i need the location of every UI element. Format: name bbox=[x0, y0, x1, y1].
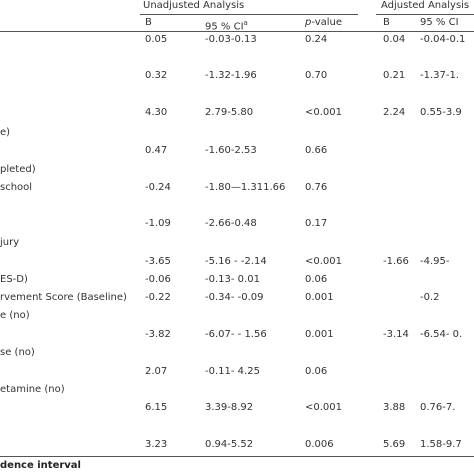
cell: <0.001 bbox=[305, 107, 343, 118]
cell: 0.47 bbox=[145, 145, 168, 156]
cell: 2.24 bbox=[383, 107, 406, 118]
footnote: dence interval bbox=[0, 460, 81, 471]
cell: 3.23 bbox=[145, 439, 168, 450]
cell: -1.32-1.96 bbox=[205, 70, 257, 81]
cell: 0.06 bbox=[305, 366, 328, 377]
cell: -0.04-0.1 bbox=[420, 34, 466, 45]
col-header: 95 % CIa bbox=[205, 17, 248, 33]
row-label: etamine (no) bbox=[0, 384, 65, 395]
cell: -1.80—1.311.66 bbox=[205, 182, 286, 193]
cell: 0.06 bbox=[305, 274, 328, 285]
cell: -2.66-0.48 bbox=[205, 218, 257, 229]
cell: -5.16 - -2.14 bbox=[205, 256, 267, 267]
cell: 2.79-5.80 bbox=[205, 107, 254, 118]
cell: -3.82 bbox=[145, 329, 171, 340]
col-header: 95 % CI bbox=[420, 17, 459, 28]
row-label: e) bbox=[0, 127, 11, 138]
cell: 0.001 bbox=[305, 329, 334, 340]
cell: <0.001 bbox=[305, 256, 343, 267]
cell: 0.05 bbox=[145, 34, 168, 45]
col-header-text: 95 % CI bbox=[205, 21, 244, 33]
cell: -4.95- bbox=[420, 256, 450, 267]
cell: 2.07 bbox=[145, 366, 168, 377]
cell: -1.60-2.53 bbox=[205, 145, 257, 156]
cell: 0.001 bbox=[305, 292, 334, 303]
row-label: ES-D) bbox=[0, 274, 28, 285]
cell: -6.07- - 1.56 bbox=[205, 329, 267, 340]
cell: 0.55-3.9 bbox=[420, 107, 462, 118]
cell: 5.69 bbox=[383, 439, 406, 450]
cell: -0.03-0.13 bbox=[205, 34, 257, 45]
rule bbox=[0, 31, 474, 32]
cell: -0.24 bbox=[145, 182, 171, 193]
cell: 0.66 bbox=[305, 145, 328, 156]
cell: -0.06 bbox=[145, 274, 171, 285]
cell: 0.17 bbox=[305, 218, 328, 229]
note-mark: a bbox=[243, 19, 248, 27]
cell: -0.2 bbox=[420, 292, 440, 303]
p-rest: -value bbox=[311, 17, 343, 28]
cell: 0.21 bbox=[383, 70, 406, 81]
row-label: rvement Score (Baseline) bbox=[0, 292, 127, 303]
cell: 4.30 bbox=[145, 107, 168, 118]
row-label: school bbox=[0, 182, 33, 193]
cell: 0.70 bbox=[305, 70, 328, 81]
group-header: Unadjusted Analysis bbox=[143, 0, 245, 11]
row-label: se (no) bbox=[0, 347, 35, 358]
cell: 0.76-7. bbox=[420, 402, 456, 413]
cell: 1.58-9.7 bbox=[420, 439, 462, 450]
cell: -0.34- -0.09 bbox=[205, 292, 264, 303]
cell: 3.39-8.92 bbox=[205, 402, 254, 413]
cell: 0.24 bbox=[305, 34, 328, 45]
cell: -1.09 bbox=[145, 218, 171, 229]
cell: -6.54- 0. bbox=[420, 329, 463, 340]
cell: -1.66 bbox=[383, 256, 409, 267]
rule bbox=[140, 14, 358, 15]
cell: 0.94-5.52 bbox=[205, 439, 254, 450]
col-header: B bbox=[145, 17, 152, 28]
cell: 0.04 bbox=[383, 34, 406, 45]
row-label: e (no) bbox=[0, 310, 30, 321]
cell: 6.15 bbox=[145, 402, 168, 413]
group-header: Adjusted Analysis bbox=[381, 0, 470, 11]
cell: 0.76 bbox=[305, 182, 328, 193]
p-italic: p bbox=[305, 17, 312, 28]
cell: -1.37-1. bbox=[420, 70, 460, 81]
cell: -0.22 bbox=[145, 292, 171, 303]
row-label: jury bbox=[0, 237, 20, 248]
cell: -3.14 bbox=[383, 329, 409, 340]
cell: 0.32 bbox=[145, 70, 168, 81]
cell: -3.65 bbox=[145, 256, 171, 267]
cell: -0.13- 0.01 bbox=[205, 274, 260, 285]
row-label: pleted) bbox=[0, 164, 36, 175]
rule bbox=[376, 14, 474, 15]
col-header: p-value bbox=[305, 17, 342, 29]
cell: <0.001 bbox=[305, 402, 343, 413]
col-header: B bbox=[383, 17, 390, 28]
cell: 0.006 bbox=[305, 439, 334, 450]
rule bbox=[0, 456, 474, 457]
cell: 3.88 bbox=[383, 402, 406, 413]
cell: -0.11- 4.25 bbox=[205, 366, 260, 377]
